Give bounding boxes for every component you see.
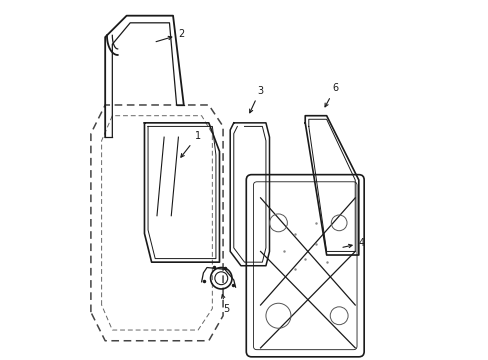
- Text: 2: 2: [156, 29, 184, 42]
- Text: 4: 4: [342, 238, 364, 248]
- Text: 1: 1: [181, 131, 200, 157]
- Text: 5: 5: [221, 294, 229, 314]
- Text: 3: 3: [249, 86, 263, 113]
- Text: 6: 6: [325, 84, 338, 107]
